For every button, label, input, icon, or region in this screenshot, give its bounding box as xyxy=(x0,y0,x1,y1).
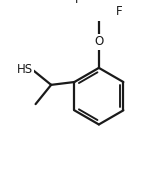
Text: O: O xyxy=(94,35,104,48)
Text: HS: HS xyxy=(17,63,33,76)
Text: F: F xyxy=(75,0,82,6)
Text: F: F xyxy=(116,5,123,18)
